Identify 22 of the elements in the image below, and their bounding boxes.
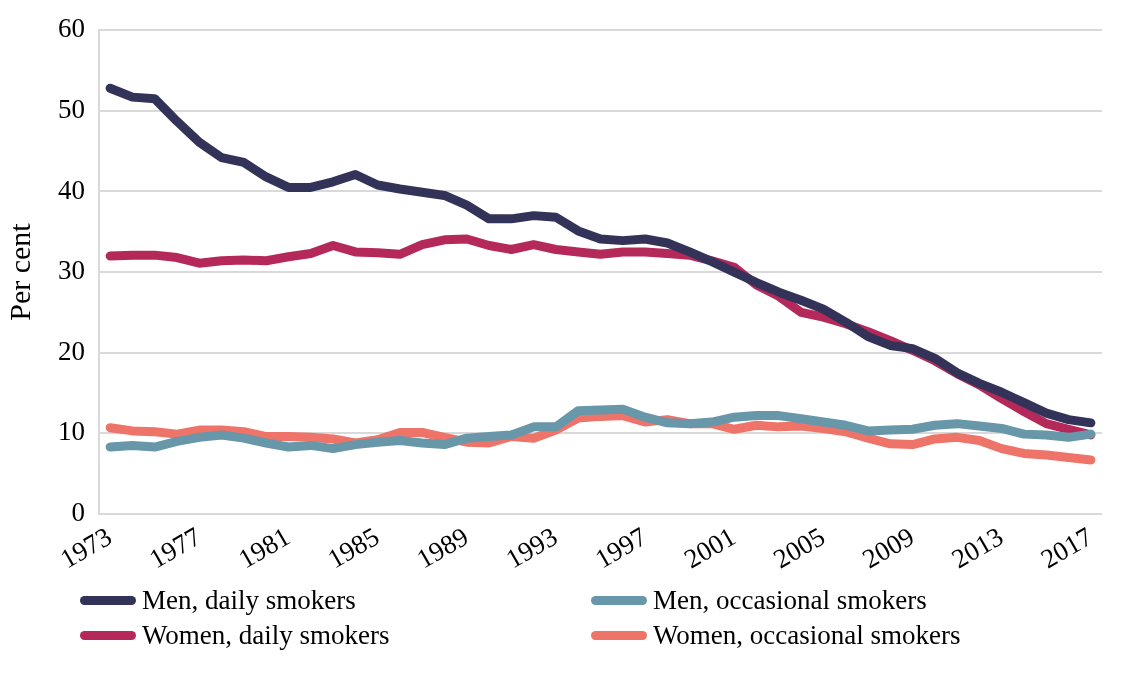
x-tick-label: 1985 bbox=[322, 521, 385, 575]
x-tick-label: 1993 bbox=[500, 521, 563, 575]
legend-label: Women, daily smokers bbox=[142, 620, 390, 651]
x-tick-label: 1977 bbox=[144, 521, 206, 575]
y-tick-label: 50 bbox=[58, 93, 85, 124]
x-tick-label: 2009 bbox=[857, 521, 920, 575]
y-tick-label: 30 bbox=[58, 255, 85, 286]
y-tick-label: 10 bbox=[58, 416, 85, 447]
x-tick-label: 1997 bbox=[589, 521, 652, 575]
legend-label: Women, occasional smokers bbox=[653, 620, 961, 651]
y-tick-label: 40 bbox=[58, 174, 85, 205]
x-tick-label: 1981 bbox=[233, 521, 295, 575]
legend-label: Men, daily smokers bbox=[142, 585, 356, 616]
y-axis-title: Per cent bbox=[2, 222, 36, 321]
x-tick-label: 2013 bbox=[946, 521, 1009, 575]
x-tick-label: 1989 bbox=[411, 521, 474, 575]
legend-label: Men, occasional smokers bbox=[653, 585, 927, 616]
y-tick-label: 20 bbox=[58, 335, 85, 366]
x-tick-label: 2001 bbox=[679, 521, 741, 575]
x-tick-label: 2005 bbox=[768, 521, 830, 575]
x-tick-label: 2017 bbox=[1035, 521, 1098, 575]
y-tick-label: 60 bbox=[58, 13, 85, 44]
